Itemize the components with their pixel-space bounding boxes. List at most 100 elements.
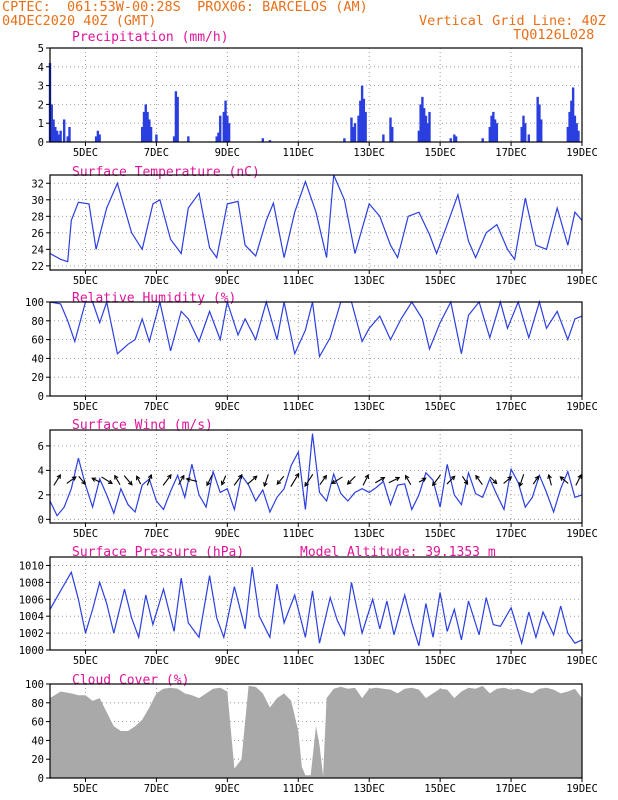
panel1-bar	[428, 111, 431, 142]
panel4-wind-vector	[446, 475, 456, 485]
panel4-wind-vector	[503, 476, 512, 484]
panel4-wind-vector	[331, 476, 343, 484]
panel4-wind-arrowhead	[322, 474, 328, 480]
panel4-wind-arrowhead	[450, 475, 456, 481]
panel6-ytick-label: 60	[31, 717, 44, 729]
panel1-bar	[174, 91, 178, 142]
panel2-xtick-label: 11DEC	[282, 275, 314, 287]
panel6-ytick-label: 0	[38, 773, 44, 785]
panel2-ytick-label: 28	[31, 211, 44, 223]
panel1-bar	[577, 130, 580, 142]
panel3-ytick-label: 60	[31, 335, 44, 347]
panel4-wind-arrowhead	[380, 477, 386, 482]
panel4-wind-arrowhead	[185, 477, 191, 482]
panel1-bar	[54, 126, 57, 142]
panel1-bar	[536, 96, 539, 142]
panel4-wind-vector	[304, 474, 314, 487]
panel1-bar	[215, 136, 218, 142]
panel4-ytick-label: 4	[38, 465, 44, 477]
panel1-bar	[490, 115, 493, 142]
panel4-xtick-label: 11DEC	[282, 528, 314, 540]
panel4-xtick-label: 19DEC	[566, 528, 598, 540]
panel5-xtick-label: 15DEC	[424, 655, 456, 667]
panel4-wind-arrowhead	[263, 481, 268, 488]
panel3-xtick-label: 5DEC	[73, 401, 98, 413]
panel4-ytick-label: 0	[38, 514, 44, 526]
panel6-xtick-label: 15DEC	[424, 783, 456, 795]
panel4-wind-vector	[162, 474, 172, 486]
panel4-wind-vector	[319, 475, 327, 486]
panel5-series-line	[49, 567, 583, 646]
panel1-bar	[142, 111, 146, 142]
panel4-wind-vector	[362, 474, 369, 486]
panel4-xtick-label: 9DEC	[215, 528, 240, 540]
panel4-wind-vector	[276, 475, 285, 485]
panel4-xtick-label: 5DEC	[73, 528, 98, 540]
panel1-bar	[172, 136, 176, 142]
panel5-xtick-label: 17DEC	[495, 655, 527, 667]
panel4-wind-arrowhead	[431, 481, 437, 487]
panel3-ytick-label: 40	[31, 353, 44, 365]
panel3-ytick-label: 80	[31, 316, 44, 328]
panel1-bar	[417, 130, 421, 142]
panel4-wind-vector	[101, 476, 113, 484]
panel2-ytick-label: 22	[31, 261, 44, 273]
panel1-bar	[148, 119, 151, 142]
panel1-bar	[50, 104, 53, 142]
panel4-wind-arrowhead	[346, 480, 352, 485]
panel2-frame	[49, 174, 583, 271]
panel4-wind-arrowhead	[463, 480, 469, 486]
panel4-xtick-label: 17DEC	[495, 528, 527, 540]
panel4-wind-arrowhead	[507, 476, 513, 481]
panel4-wind-vector	[475, 475, 483, 486]
panel4-wind-vector	[347, 475, 356, 485]
panel4-wind-vector	[489, 476, 497, 484]
panel1-bar	[495, 123, 499, 142]
panel4-wind-vector	[418, 477, 426, 483]
panel4-wind-arrowhead	[395, 476, 401, 482]
panel1-bar	[66, 136, 69, 142]
panel1-frame	[49, 47, 583, 143]
panel4-wind-vector	[66, 476, 77, 484]
panel6-xtick-label: 13DEC	[353, 783, 385, 795]
panel4-wind-arrowhead	[167, 474, 172, 480]
panel4-wind-arrowhead	[559, 476, 565, 481]
panel1-bar	[520, 126, 523, 142]
panel1-bar	[59, 130, 62, 142]
panel5-xtick-label: 13DEC	[353, 655, 385, 667]
panel1-bar	[454, 136, 458, 142]
panel4-wind-vector	[123, 475, 133, 486]
panel1-bar	[364, 111, 367, 142]
panel4-series-line	[49, 433, 583, 517]
panel2-ytick-label: 32	[31, 178, 44, 190]
panel2-title: Surface Temperature (nC)	[72, 165, 260, 180]
panel4-wind-vector	[247, 475, 258, 485]
panel5-frame	[49, 556, 583, 651]
panel4-wind-arrowhead	[276, 480, 282, 485]
panel4-wind-arrowhead	[136, 475, 141, 481]
panel4-wind-arrowhead	[252, 475, 258, 481]
panel5-xtick-label: 5DEC	[73, 655, 98, 667]
panel6-title: Cloud Cover (%)	[72, 673, 189, 688]
panel3-xtick-label: 7DEC	[144, 401, 169, 413]
panel4-wind-arrowhead	[405, 474, 410, 480]
panel2-xtick-label: 9DEC	[215, 275, 240, 287]
panel5-ytick-label: 1008	[19, 577, 44, 589]
panel4-wind-arrowhead	[331, 479, 337, 485]
panel4-wind-arrowhead	[147, 473, 153, 480]
panel4-wind-vector	[560, 476, 569, 484]
panel2-ytick-label: 30	[31, 195, 44, 207]
panel1-bar	[55, 130, 59, 142]
panel1-bar	[96, 130, 100, 142]
panel4-wind-arrowhead	[71, 476, 77, 481]
panel4-wind-arrowhead	[107, 479, 113, 485]
panel5-ytick-label: 1004	[19, 611, 44, 623]
panel4-wind-arrowhead	[238, 474, 243, 480]
panel4-wind-arrowhead	[81, 480, 86, 485]
panel1-bar	[492, 111, 495, 142]
panel3-series-line	[49, 299, 583, 359]
panel4-wind-vector	[263, 474, 269, 487]
panel1-bar	[227, 123, 231, 142]
panel4-wind-vector	[233, 474, 243, 486]
